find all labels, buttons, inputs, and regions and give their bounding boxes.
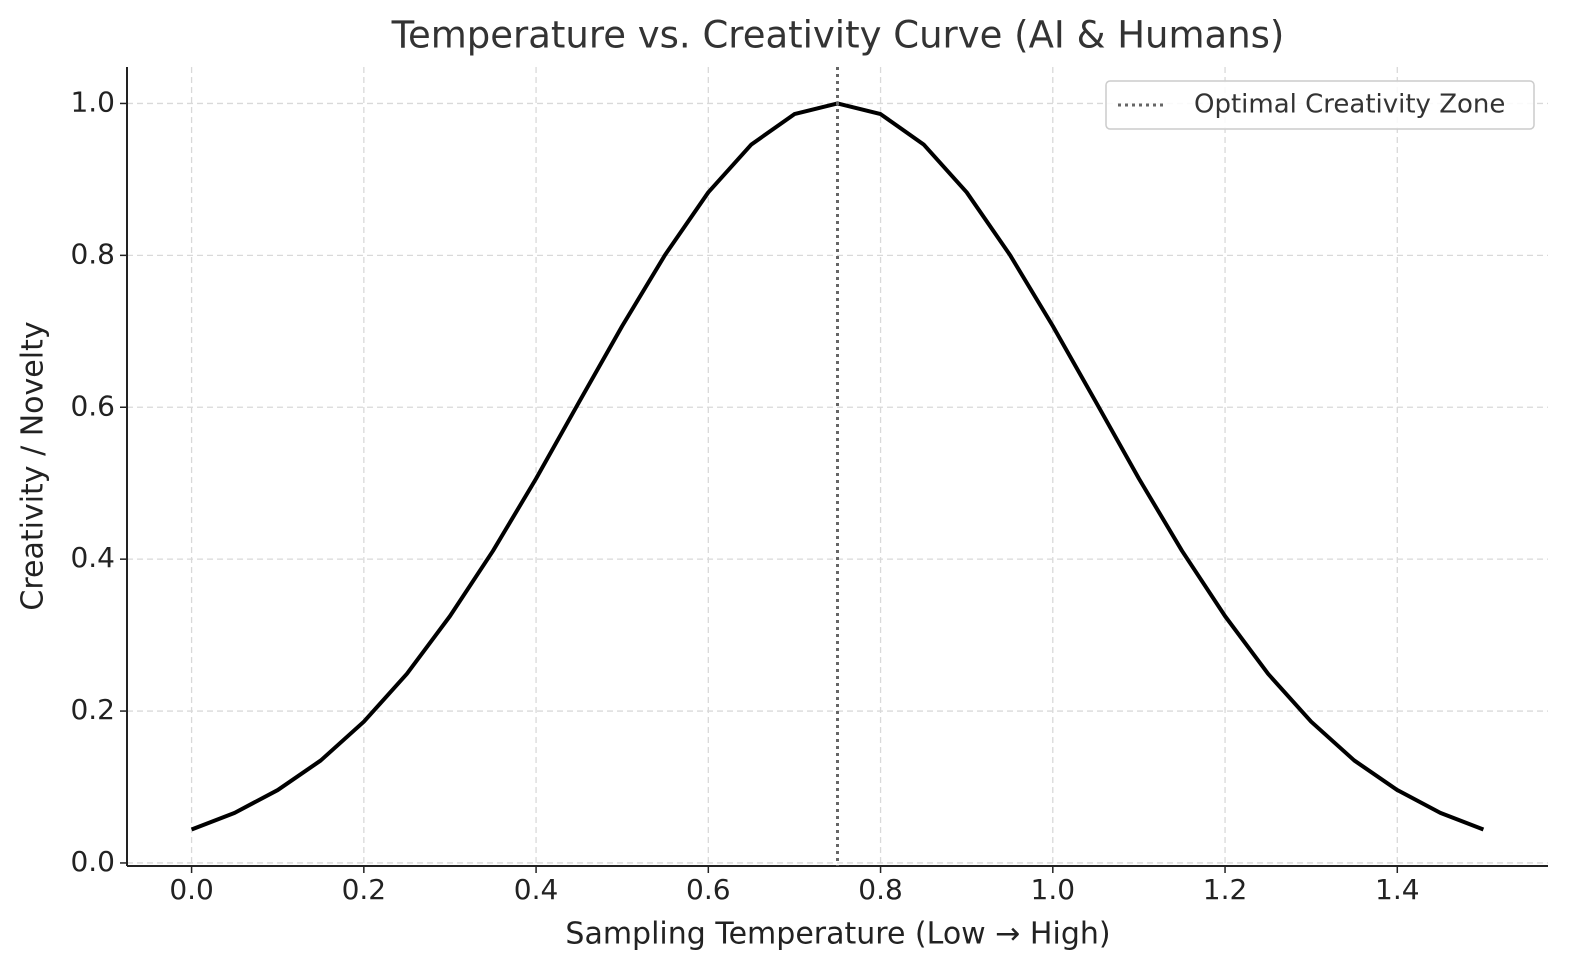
y-tick-label: 1.0: [70, 85, 115, 118]
x-tick-label: 1.2: [1203, 873, 1248, 906]
y-tick-label: 0.0: [70, 845, 115, 878]
x-tick-label: 1.4: [1375, 873, 1420, 906]
y-tick-label: 0.6: [70, 389, 115, 422]
x-tick-label: 0.2: [342, 873, 387, 906]
x-tick-label: 0.8: [858, 873, 903, 906]
y-tick-label: 0.4: [70, 541, 115, 574]
x-tick-label: 0.6: [686, 873, 731, 906]
x-tick-label: 1.0: [1031, 873, 1076, 906]
x-axis-label: Sampling Temperature (Low → High): [565, 917, 1110, 952]
legend-label: Optimal Creativity Zone: [1194, 90, 1505, 120]
chart-title: Temperature vs. Creativity Curve (AI & H…: [391, 14, 1285, 57]
x-tick-label: 0.4: [514, 873, 559, 906]
legend-box: [1105, 80, 1535, 130]
y-tick-label: 0.2: [70, 693, 115, 726]
x-tick-label: 0.0: [169, 873, 214, 906]
y-axis-label: Creativity / Novelty: [16, 321, 51, 610]
y-tick-label: 0.8: [70, 237, 115, 270]
